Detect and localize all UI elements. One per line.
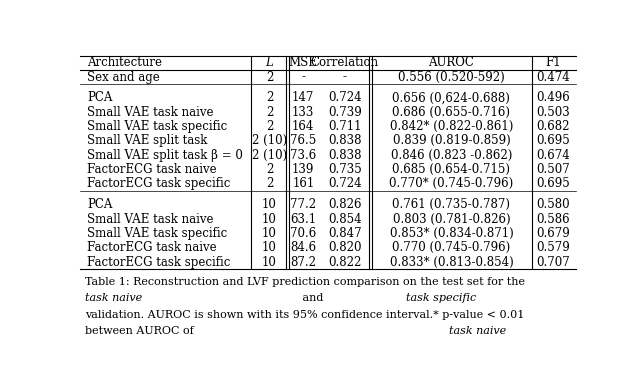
Text: 10: 10 — [262, 198, 277, 211]
Text: 0.770 (0.745-0.796): 0.770 (0.745-0.796) — [392, 241, 511, 254]
Text: 76.5: 76.5 — [290, 134, 316, 147]
Text: 0.854: 0.854 — [328, 213, 362, 225]
Text: 0.580: 0.580 — [536, 198, 570, 211]
Text: 0.707: 0.707 — [536, 256, 570, 268]
Text: task naive: task naive — [85, 293, 142, 303]
Text: Table 1: Reconstruction and LVF prediction comparison on the test set for the: Table 1: Reconstruction and LVF predicti… — [85, 277, 525, 287]
Text: Architecture: Architecture — [88, 56, 163, 69]
Text: 0.838: 0.838 — [328, 134, 362, 147]
Text: 0.735: 0.735 — [328, 163, 362, 176]
Text: 139: 139 — [292, 163, 314, 176]
Text: FactorECG task naive: FactorECG task naive — [88, 163, 217, 176]
Text: PCA: PCA — [88, 198, 113, 211]
Text: 147: 147 — [292, 91, 314, 104]
Text: 164: 164 — [292, 120, 314, 133]
Text: 0.507: 0.507 — [536, 163, 570, 176]
Text: 0.739: 0.739 — [328, 106, 362, 119]
Text: 87.2: 87.2 — [291, 256, 316, 268]
Text: 0.853* (0.834-0.871): 0.853* (0.834-0.871) — [390, 227, 513, 240]
Text: 0.503: 0.503 — [536, 106, 570, 119]
Text: 0.695: 0.695 — [536, 177, 570, 191]
Text: FactorECG task specific: FactorECG task specific — [88, 256, 231, 268]
Text: 0.838: 0.838 — [328, 149, 362, 162]
Text: 0.724: 0.724 — [328, 177, 362, 191]
Text: 0.724: 0.724 — [328, 91, 362, 104]
Text: PCA: PCA — [88, 91, 113, 104]
Text: Small VAE task naive: Small VAE task naive — [88, 106, 214, 119]
Text: 10: 10 — [262, 227, 277, 240]
Text: 77.2: 77.2 — [290, 198, 316, 211]
Text: 0.803 (0.781-0.826): 0.803 (0.781-0.826) — [392, 213, 510, 225]
Text: 10: 10 — [262, 256, 277, 268]
Text: 0.842* (0.822-0.861): 0.842* (0.822-0.861) — [390, 120, 513, 133]
Text: -: - — [301, 71, 305, 83]
Text: 0.770* (0.745-0.796): 0.770* (0.745-0.796) — [389, 177, 513, 191]
Text: 2: 2 — [266, 91, 273, 104]
Text: 2: 2 — [266, 177, 273, 191]
Text: between AUROC of: between AUROC of — [85, 326, 197, 336]
Text: 0.847: 0.847 — [328, 227, 362, 240]
Text: 2: 2 — [266, 163, 273, 176]
Text: Small VAE split task: Small VAE split task — [88, 134, 208, 147]
Text: 0.761 (0.735-0.787): 0.761 (0.735-0.787) — [392, 198, 510, 211]
Text: 0.586: 0.586 — [536, 213, 570, 225]
Text: -: - — [343, 71, 347, 83]
Text: 2 (10): 2 (10) — [252, 149, 287, 162]
Text: 0.711: 0.711 — [328, 120, 362, 133]
Text: 0.686 (0.655-0.716): 0.686 (0.655-0.716) — [392, 106, 510, 119]
Text: task specific: task specific — [406, 293, 477, 303]
Text: Sex and age: Sex and age — [88, 71, 160, 83]
Text: 2: 2 — [266, 120, 273, 133]
Text: 161: 161 — [292, 177, 314, 191]
Text: task naive: task naive — [449, 326, 506, 336]
Text: 2 (10): 2 (10) — [252, 134, 287, 147]
Text: 10: 10 — [262, 213, 277, 225]
Text: 84.6: 84.6 — [290, 241, 316, 254]
Text: 0.579: 0.579 — [536, 241, 570, 254]
Text: Small VAE task specific: Small VAE task specific — [88, 120, 228, 133]
Text: 2: 2 — [266, 106, 273, 119]
Text: 63.1: 63.1 — [290, 213, 316, 225]
Text: Small VAE split task β = 0: Small VAE split task β = 0 — [88, 149, 243, 162]
Text: and: and — [300, 293, 327, 303]
Text: 0.846 (0.823 -0.862): 0.846 (0.823 -0.862) — [390, 149, 512, 162]
Text: 0.685 (0.654-0.715): 0.685 (0.654-0.715) — [392, 163, 510, 176]
Text: 0.679: 0.679 — [536, 227, 570, 240]
Text: 70.6: 70.6 — [290, 227, 316, 240]
Text: 0.474: 0.474 — [536, 71, 570, 83]
Text: 0.826: 0.826 — [328, 198, 362, 211]
Text: F1: F1 — [545, 56, 561, 69]
Text: 0.496: 0.496 — [536, 91, 570, 104]
Text: 73.6: 73.6 — [290, 149, 316, 162]
Text: 0.839 (0.819-0.859): 0.839 (0.819-0.859) — [392, 134, 510, 147]
Text: 0.656 (0,624-0.688): 0.656 (0,624-0.688) — [392, 91, 510, 104]
Text: 2: 2 — [266, 71, 273, 83]
Text: Small VAE task naive: Small VAE task naive — [88, 213, 214, 225]
Text: Small VAE task specific: Small VAE task specific — [88, 227, 228, 240]
Text: 0.556 (0.520-592): 0.556 (0.520-592) — [398, 71, 505, 83]
Text: FactorECG task specific: FactorECG task specific — [88, 177, 231, 191]
Text: 133: 133 — [292, 106, 314, 119]
Text: MSE: MSE — [289, 56, 317, 69]
Text: Correlation: Correlation — [311, 56, 379, 69]
Text: 0.820: 0.820 — [328, 241, 362, 254]
Text: L: L — [266, 56, 273, 69]
Text: 0.682: 0.682 — [536, 120, 570, 133]
Text: FactorECG task naive: FactorECG task naive — [88, 241, 217, 254]
Text: 0.822: 0.822 — [328, 256, 362, 268]
Text: AUROC: AUROC — [428, 56, 474, 69]
Text: 0.833* (0.813-0.854): 0.833* (0.813-0.854) — [390, 256, 513, 268]
Text: validation. AUROC is shown with its 95% confidence interval.* p-value < 0.01: validation. AUROC is shown with its 95% … — [85, 310, 524, 320]
Text: 10: 10 — [262, 241, 277, 254]
Text: 0.695: 0.695 — [536, 134, 570, 147]
Text: 0.674: 0.674 — [536, 149, 570, 162]
